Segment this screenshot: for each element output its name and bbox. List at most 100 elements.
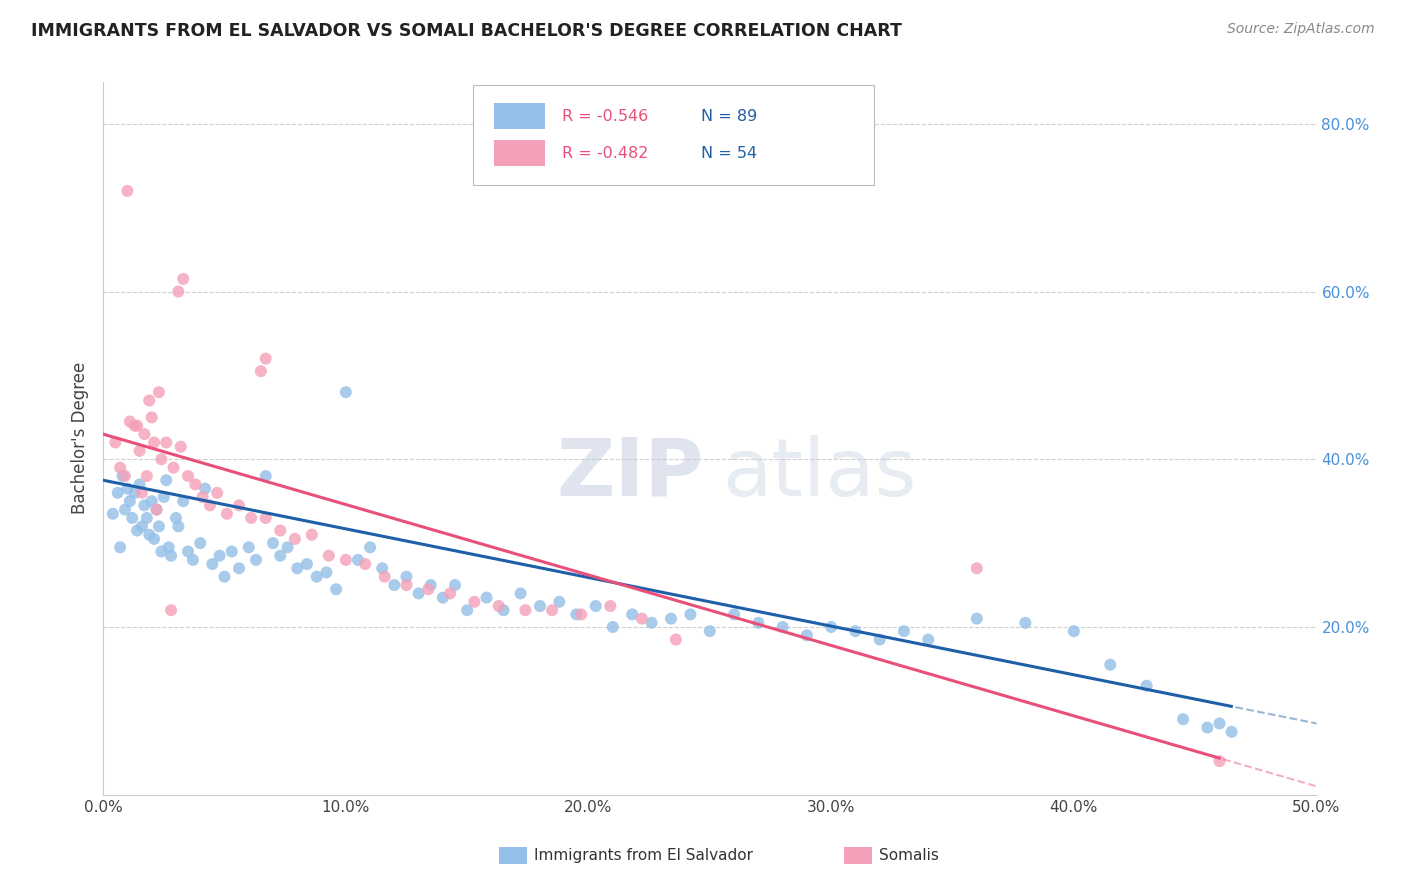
Point [114,469,136,483]
Point [177,469,200,483]
Point [599,599,621,613]
Point [181,553,204,567]
Point [1099,657,1122,672]
Point [747,615,769,630]
Point [621,607,644,622]
Point [117,482,139,496]
Point [585,599,607,613]
Point [138,393,160,408]
Point [665,632,688,647]
Point [141,494,163,508]
Point [155,473,177,487]
Point [463,595,485,609]
Point [153,490,176,504]
Point [107,485,129,500]
Point [188,536,211,550]
Point [382,578,405,592]
Point [254,351,277,366]
Point [172,494,194,508]
Point [127,524,149,538]
Point [371,561,394,575]
Point [254,469,277,483]
Point [723,607,745,622]
Point [167,285,190,299]
Point [772,620,794,634]
Text: Source: ZipAtlas.com: Source: ZipAtlas.com [1227,22,1375,37]
Point [488,599,510,613]
Point [250,364,273,378]
Point [1197,721,1219,735]
Point [134,427,156,442]
Point [150,452,173,467]
Point [135,469,157,483]
Text: Immigrants from El Salvador: Immigrants from El Salvador [534,848,754,863]
Point [699,624,721,639]
Text: R = -0.546: R = -0.546 [562,109,648,124]
Text: R = -0.482: R = -0.482 [562,145,648,161]
FancyBboxPatch shape [494,103,544,129]
Point [565,607,588,622]
Point [285,561,308,575]
Point [114,502,136,516]
Point [1136,679,1159,693]
Point [155,435,177,450]
Point [238,541,260,555]
Point [141,410,163,425]
Point [418,582,440,597]
Point [128,443,150,458]
Point [221,544,243,558]
Point [893,624,915,639]
Point [796,628,818,642]
Point [145,502,167,516]
Point [198,499,221,513]
Point [157,541,180,555]
Point [541,603,564,617]
Point [1220,724,1243,739]
Point [138,527,160,541]
Point [131,485,153,500]
FancyBboxPatch shape [494,140,544,166]
Point [134,499,156,513]
FancyBboxPatch shape [474,86,873,186]
Point [145,502,167,516]
Point [640,615,662,630]
Point [254,511,277,525]
Text: Somalis: Somalis [879,848,939,863]
Point [143,435,166,450]
Point [529,599,551,613]
Y-axis label: Bachelor's Degree: Bachelor's Degree [72,362,89,515]
Point [548,595,571,609]
Point [118,494,141,508]
Point [160,549,183,563]
Point [569,607,592,622]
Point [124,418,146,433]
Point [354,557,377,571]
Point [191,490,214,504]
Point [1171,712,1194,726]
Point [117,184,139,198]
Point [277,541,299,555]
Point [374,569,396,583]
Point [127,418,149,433]
Point [305,569,328,583]
Point [325,582,347,597]
Text: ZIP: ZIP [557,435,704,513]
Point [820,620,842,634]
Point [269,549,291,563]
Point [844,624,866,639]
Point [318,549,340,563]
Point [966,561,988,575]
Point [177,544,200,558]
Point [170,440,193,454]
Point [215,507,238,521]
Point [118,415,141,429]
Point [315,566,337,580]
Point [917,632,939,647]
Point [679,607,702,622]
Point [194,482,217,496]
Point [121,511,143,525]
Point [1063,624,1085,639]
Point [201,557,224,571]
Point [148,385,170,400]
Point [1208,716,1230,731]
